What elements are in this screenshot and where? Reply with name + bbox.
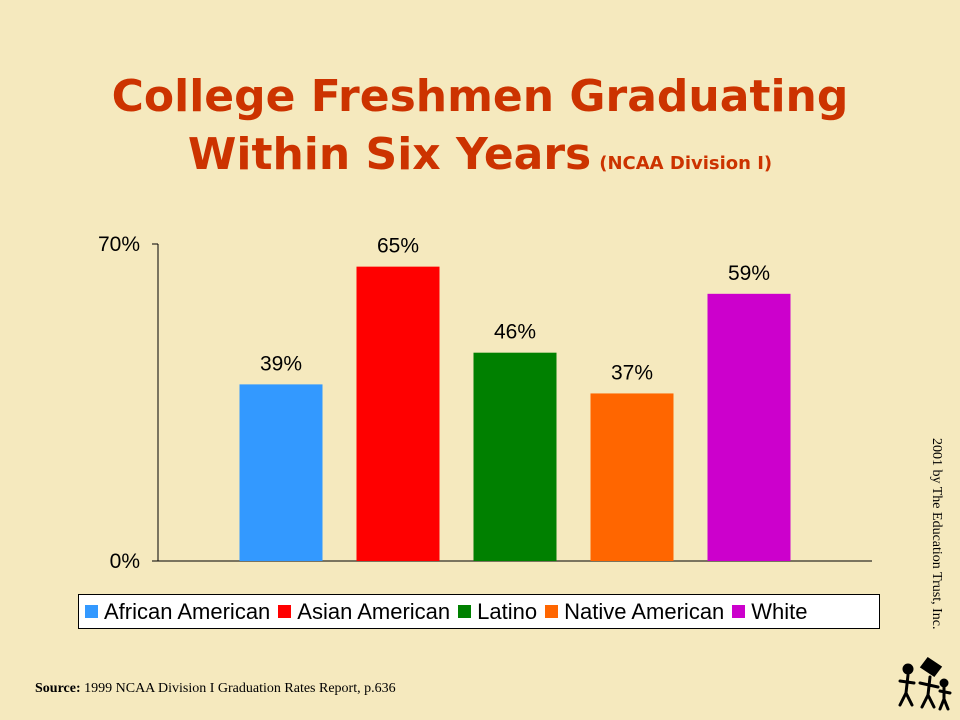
bar-white — [707, 293, 791, 561]
legend-swatch — [278, 605, 292, 618]
chart-bars — [239, 266, 791, 561]
data-label: 39% — [260, 352, 302, 375]
legend-entry: Native American — [545, 599, 724, 625]
legend-swatch — [545, 605, 559, 618]
legend-swatch — [458, 605, 472, 618]
data-label: 59% — [728, 262, 770, 285]
source-label: Source: — [35, 681, 81, 696]
source-text: 1999 NCAA Division I Graduation Rates Re… — [84, 681, 396, 696]
data-label: 46% — [494, 321, 536, 344]
y-tick-label: 70% — [98, 233, 140, 256]
legend-swatch — [85, 605, 98, 618]
legend-label: Asian American — [297, 598, 451, 624]
legend-entry: African American — [85, 599, 270, 625]
bar-asian-american — [356, 266, 440, 561]
data-label: 37% — [611, 361, 653, 384]
legend-label: Latino — [477, 598, 538, 624]
legend-swatch — [732, 605, 746, 618]
legend-label: Native American — [564, 598, 725, 624]
source-note: Source: 1999 NCAA Division I Graduation … — [35, 681, 396, 697]
chart-legend: African American Asian American Latino Nati… — [78, 594, 880, 629]
y-tick-label: 0% — [110, 550, 140, 573]
bar-african-american — [239, 384, 323, 561]
legend-label: African American — [104, 598, 271, 624]
legend-entry: White — [732, 598, 808, 625]
bar-native-american — [590, 393, 674, 561]
bar-chart: 0% 70% 39% 65% 46% 37% 59% — [98, 233, 872, 573]
chart-title-text: College Freshmen Graduating Within Six Y… — [111, 71, 849, 180]
chart-title: College Freshmen Graduating Within Six Y… — [40, 68, 920, 193]
bar-latino — [473, 352, 557, 561]
chart-subtitle: (NCAA Division I) — [599, 153, 773, 174]
copyright-notice: 2001 by The Education Trust, Inc. — [929, 438, 944, 630]
chart-data-labels: 39% 65% 46% 37% 59% — [260, 235, 770, 385]
legend-entry: Asian American — [278, 599, 450, 625]
legend-label: White — [751, 598, 808, 624]
legend-entry: Latino — [458, 599, 537, 625]
education-trust-logo-icon — [898, 656, 952, 711]
data-label: 65% — [377, 235, 419, 258]
